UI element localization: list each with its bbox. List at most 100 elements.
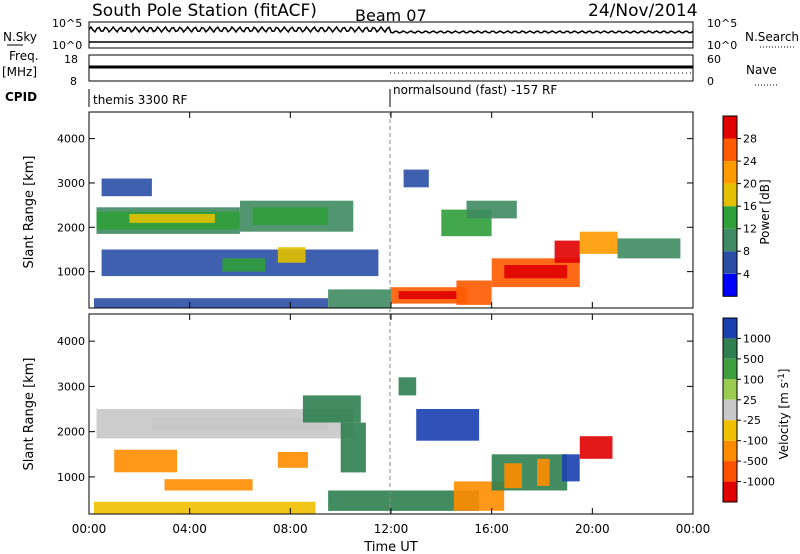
power-colorbar-tick-label: 20 [743, 178, 757, 191]
power-cell [466, 200, 517, 219]
power-cell [617, 238, 681, 259]
velocity-colorbar-swatch [723, 358, 737, 380]
x-tick-label: 20:00 [575, 522, 610, 536]
power-colorbar-tick-label: 24 [743, 155, 757, 168]
velocity-cell [151, 418, 329, 432]
velocity-cell [537, 458, 550, 486]
power-cell [252, 207, 329, 225]
velocity-cell [114, 449, 178, 473]
power-cell [101, 178, 152, 197]
cpid-mode-1: themis 3300 RF [93, 93, 187, 107]
power-panel: 1000 2000 3000 4000 Slant Range [km] 4 8 12 16… [22, 111, 772, 309]
velocity-colorbar-swatch [723, 379, 737, 400]
nsky-label: N.Sky [3, 30, 37, 44]
velocity-colorbar-tick-label: -1000 [743, 476, 775, 489]
time-x-axis: 00:00 04:00 08:00 12:00 16:00 20:00 00:00 [72, 112, 711, 536]
date-title: 24/Nov/2014 [588, 1, 698, 21]
velocity-colorbar-tick-label: -100 [743, 435, 768, 448]
velocity-colorbar-tick-label: -500 [743, 455, 768, 468]
power-colorbar: 4 8 12 16 20 24 28 [722, 115, 757, 297]
power-colorbar-swatch [723, 116, 737, 139]
x-tick-label: 04:00 [172, 522, 207, 536]
station-title: South Pole Station (fitACF) [92, 1, 317, 21]
nave-label: Nave [746, 63, 777, 77]
velocity-colorbar-swatch [723, 440, 737, 462]
x-tick-label: 00:00 [72, 522, 107, 536]
velocity-colorbar-swatch [723, 461, 737, 482]
power-cell [403, 169, 429, 188]
power-colorbar-swatch [723, 251, 737, 274]
x-axis-label: Time UT [363, 540, 417, 554]
power-colorbar-swatch [723, 138, 737, 161]
power-cell [554, 240, 580, 263]
x-tick-label: 08:00 [273, 522, 308, 536]
velocity-cell [302, 395, 361, 423]
velocity-colorbar-tick-label: 25 [743, 394, 757, 407]
velocity-cell [277, 452, 308, 468]
power-cell [129, 214, 215, 223]
velocity-colorbar-tick-label: -25 [743, 414, 761, 427]
velocity-cell [504, 463, 522, 489]
power-y-tick-label: 2000 [57, 221, 85, 234]
nsearch-label: N.Search [745, 30, 799, 44]
velocity-ylabel: Slant Range [km] [22, 358, 37, 471]
power-colorbar-label: Power [dB] [758, 179, 772, 244]
nsky-line [88, 25, 694, 34]
velocity-colorbar-swatch [723, 338, 737, 359]
power-cell [504, 265, 568, 279]
velocity-cell [328, 490, 480, 511]
nsky-trace [88, 25, 694, 43]
power-cell [456, 280, 492, 305]
power-cell [94, 298, 328, 308]
velocity-colorbar: 1000 500 100 25 -25 -100 -500 -1000 [722, 317, 775, 503]
velocity-colorbar-swatch [723, 318, 737, 339]
freq-unit-label: [MHz] [2, 65, 37, 79]
freq-panel: Freq. [MHz] 18 8 60 0 Nave [2, 49, 778, 88]
nsky-panel: N.Sky 10^5 10^0 10^5 10^0 N.Search [3, 17, 799, 52]
x-tick-label: 16:00 [474, 522, 509, 536]
power-cell [277, 247, 306, 263]
power-cells [94, 169, 681, 308]
nave-tick-low: 0 [707, 75, 714, 88]
beam-title: Beam 07 [355, 6, 427, 25]
power-ylabel: Slant Range [km] [22, 156, 37, 269]
velocity-cell [94, 501, 316, 514]
velocity-cell [562, 454, 580, 482]
velocity-colorbar-label: Velocity [m s-1] [777, 369, 791, 460]
power-colorbar-tick-label: 16 [743, 200, 757, 213]
velocity-colorbar-tick-label: 100 [743, 373, 764, 386]
x-tick-label: 00:00 [676, 522, 711, 536]
power-colorbar-swatch [723, 206, 737, 229]
velocity-cells [94, 377, 613, 514]
cpid-label: CPID [5, 90, 37, 104]
velocity-cell [491, 454, 568, 491]
power-colorbar-tick-label: 12 [743, 223, 757, 236]
velocity-colorbar-frame [722, 317, 738, 503]
nsky-tick-high: 10^5 [52, 17, 82, 30]
velocity-y-tick-label: 4000 [57, 335, 85, 348]
velocity-colorbar-swatch [723, 481, 737, 502]
power-colorbar-tick-label: 28 [743, 133, 757, 146]
power-cell [222, 258, 266, 272]
velocity-cell [416, 409, 480, 441]
power-y-ticks: 1000 2000 3000 4000 [57, 133, 693, 279]
power-cell [398, 291, 457, 300]
freq-label: Freq. [9, 49, 39, 63]
x-tick-label: 12:00 [374, 522, 409, 536]
cpid-panel: CPID themis 3300 RF normalsound (fast) -… [5, 83, 557, 107]
velocity-colorbar-swatch [723, 420, 737, 441]
nsearch-tick-high: 10^5 [707, 17, 737, 30]
power-cell [328, 289, 391, 308]
power-colorbar-swatch [723, 183, 737, 207]
power-y-tick-label: 1000 [57, 266, 85, 279]
velocity-y-tick-label: 2000 [57, 426, 85, 439]
power-colorbar-tick-label: 4 [743, 268, 750, 281]
velocity-y-ticks: 1000 2000 3000 4000 [57, 335, 693, 484]
power-colorbar-swatch [723, 228, 737, 252]
freq-tick-low: 8 [70, 75, 77, 88]
velocity-cell [579, 436, 613, 459]
freq-tick-high: 18 [64, 53, 78, 66]
power-y-tick-label: 4000 [57, 133, 85, 146]
velocity-cell [340, 422, 366, 473]
